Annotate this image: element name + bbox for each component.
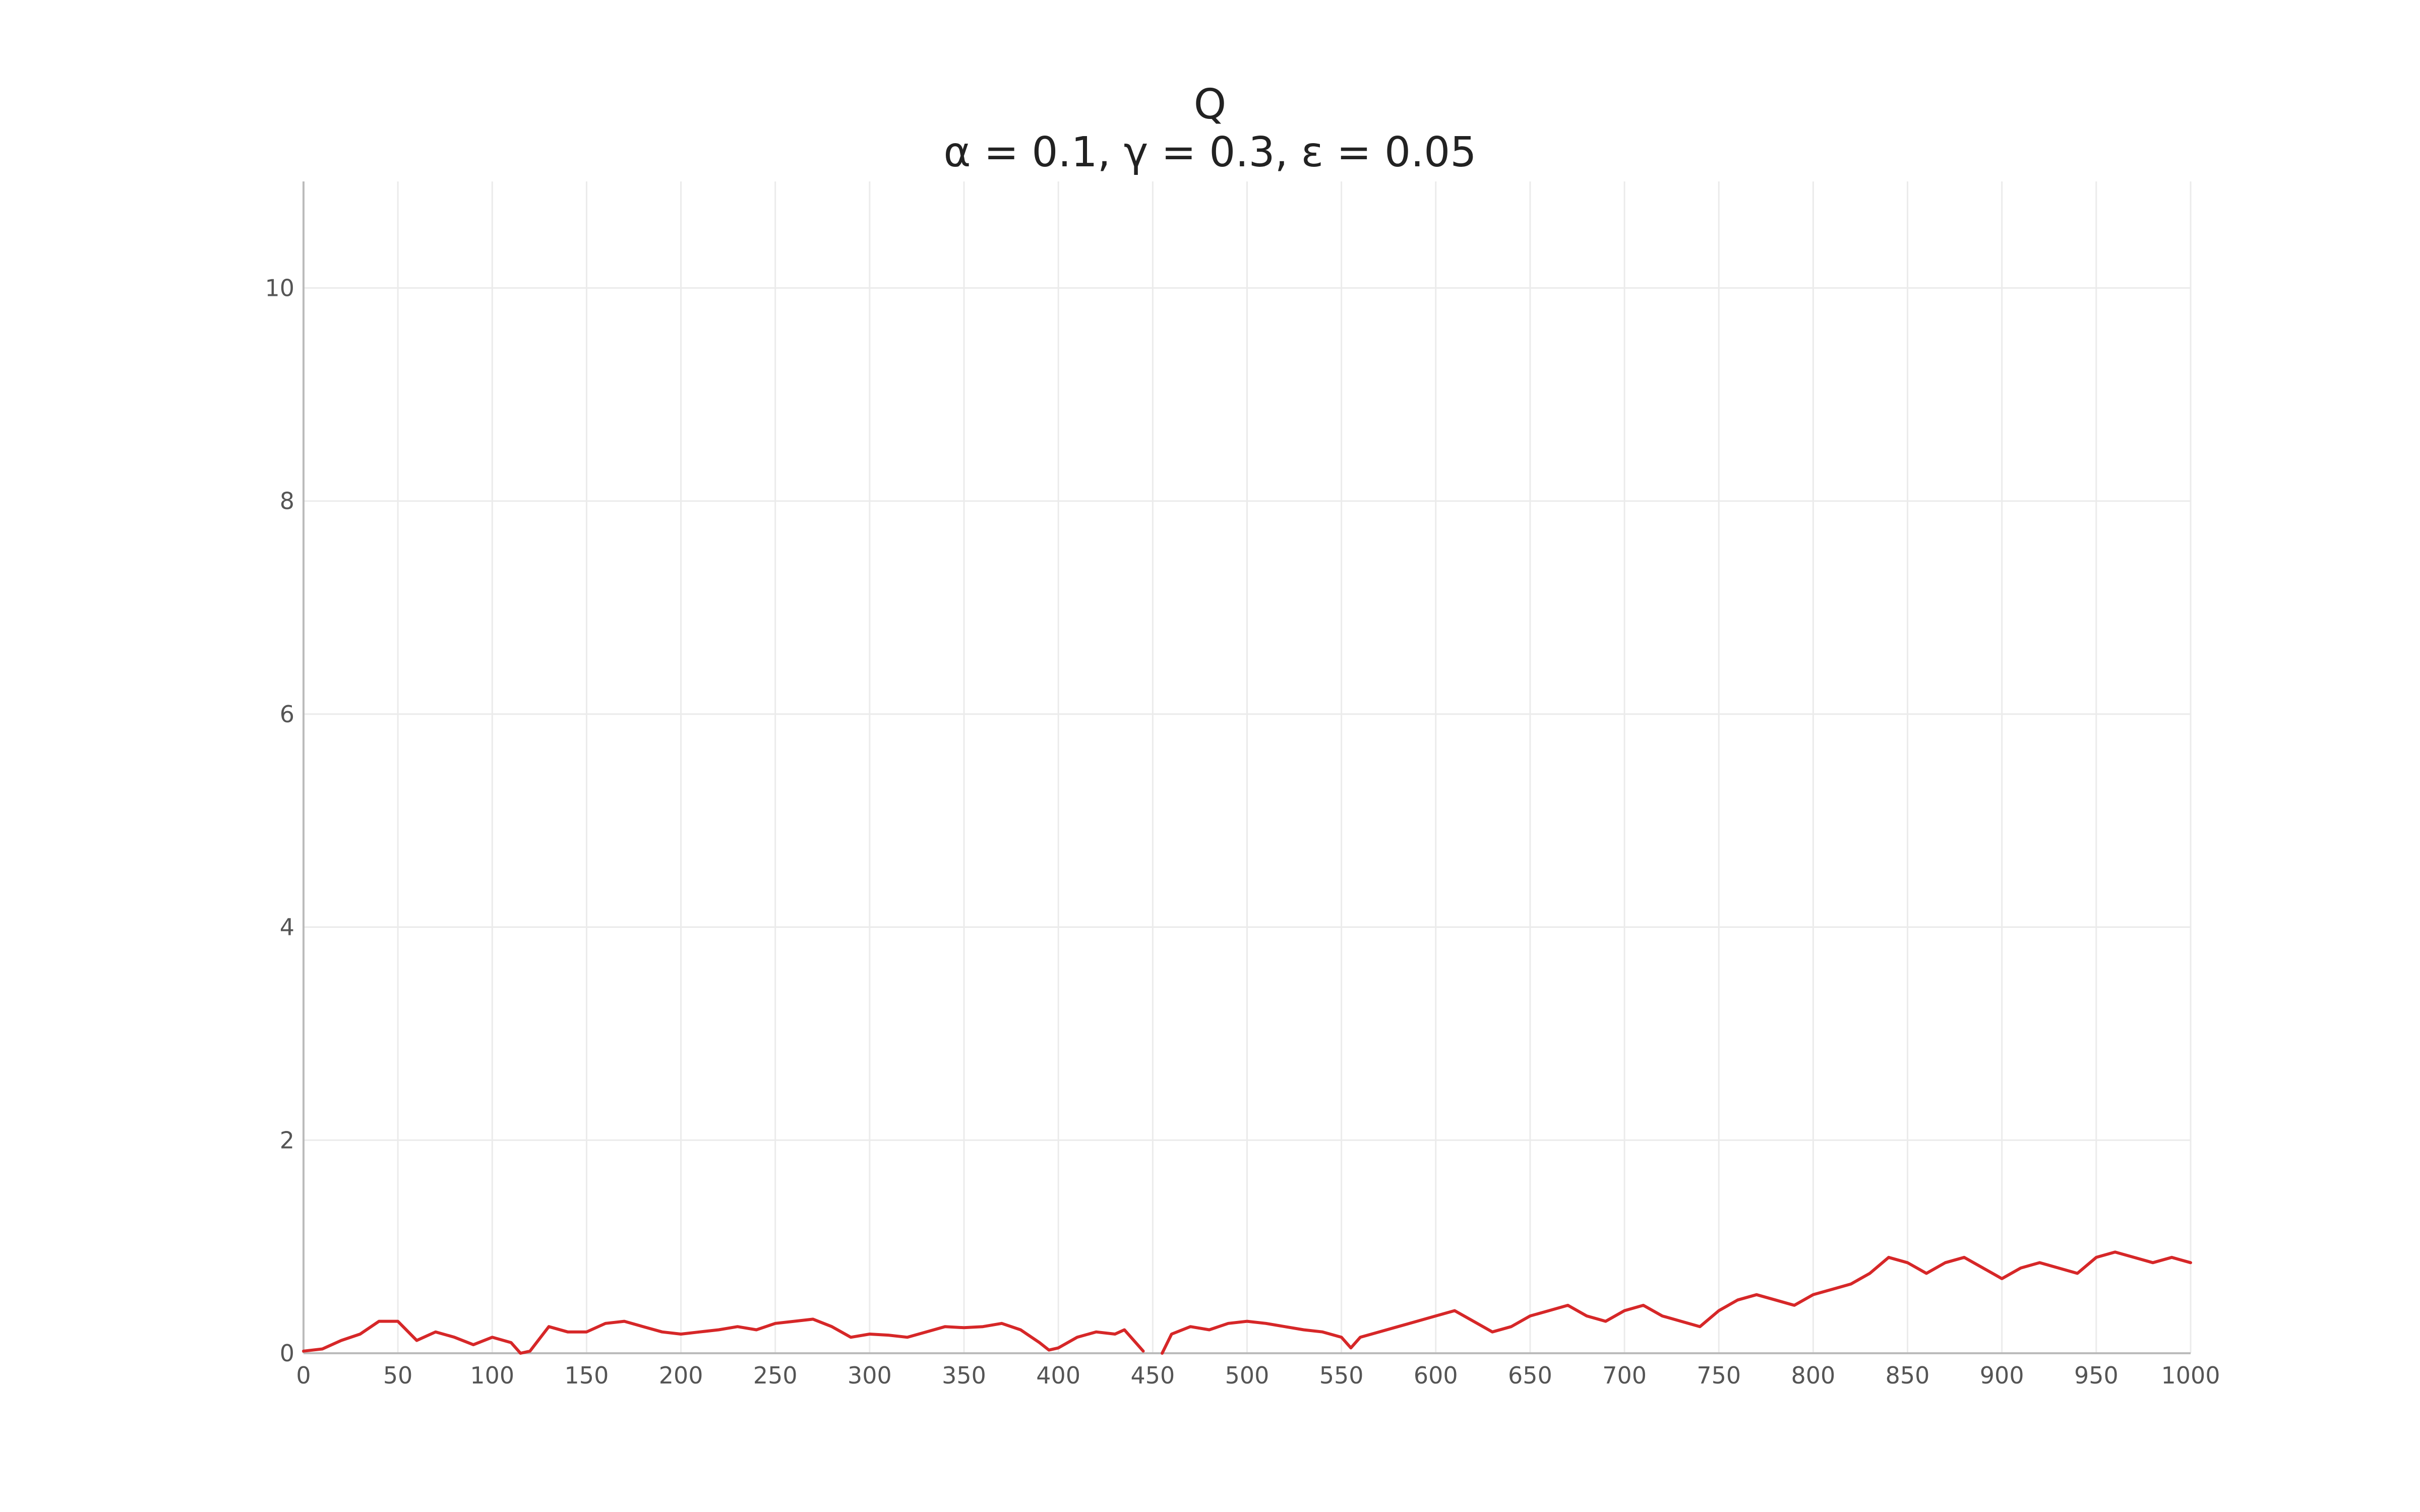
y-tick-labels: 0 2 4 6 8 10 [265,274,294,1367]
x-tick-label: 350 [942,1362,986,1389]
chart-subtitle: α = 0.1, γ = 0.3, ε = 0.05 [943,129,1477,176]
x-tick-label: 450 [1130,1362,1175,1389]
x-tick-label: 200 [659,1362,703,1389]
x-tick-label: 700 [1602,1362,1647,1389]
x-tick-label: 850 [1886,1362,1930,1389]
x-tick-label: 950 [2074,1362,2119,1389]
x-gridlines [302,181,2192,1353]
x-tick-label: 1000 [2161,1362,2220,1389]
chart-title: Q [1193,81,1227,129]
x-tick-labels: 0 50 100 150 200 250 300 350 400 450 500 550 600 650 7… [296,1362,2220,1389]
x-tick-label: 600 [1414,1362,1458,1389]
y-tick-label: 8 [280,487,294,515]
x-tick-label: 800 [1791,1362,1835,1389]
y-tick-label: 4 [280,914,294,941]
x-tick-label: 750 [1697,1362,1741,1389]
y-tick-label: 2 [280,1126,294,1154]
y-tick-label: 0 [280,1340,294,1367]
x-tick-label: 300 [848,1362,892,1389]
x-tick-label: 250 [753,1362,798,1389]
x-tick-label: 50 [383,1362,413,1389]
x-tick-label: 150 [565,1362,609,1389]
x-tick-label: 500 [1225,1362,1269,1389]
x-tick-label: 0 [296,1362,311,1389]
series-layer [302,1250,2192,1355]
series-line [302,1250,2192,1355]
x-tick-label: 100 [470,1362,514,1389]
x-tick-label: 550 [1319,1362,1364,1389]
x-tick-label: 900 [1980,1362,2024,1389]
x-tick-label: 650 [1508,1362,1552,1389]
x-tick-label: 400 [1036,1362,1080,1389]
y-tick-label: 10 [265,274,294,301]
y-tick-label: 6 [280,701,294,728]
